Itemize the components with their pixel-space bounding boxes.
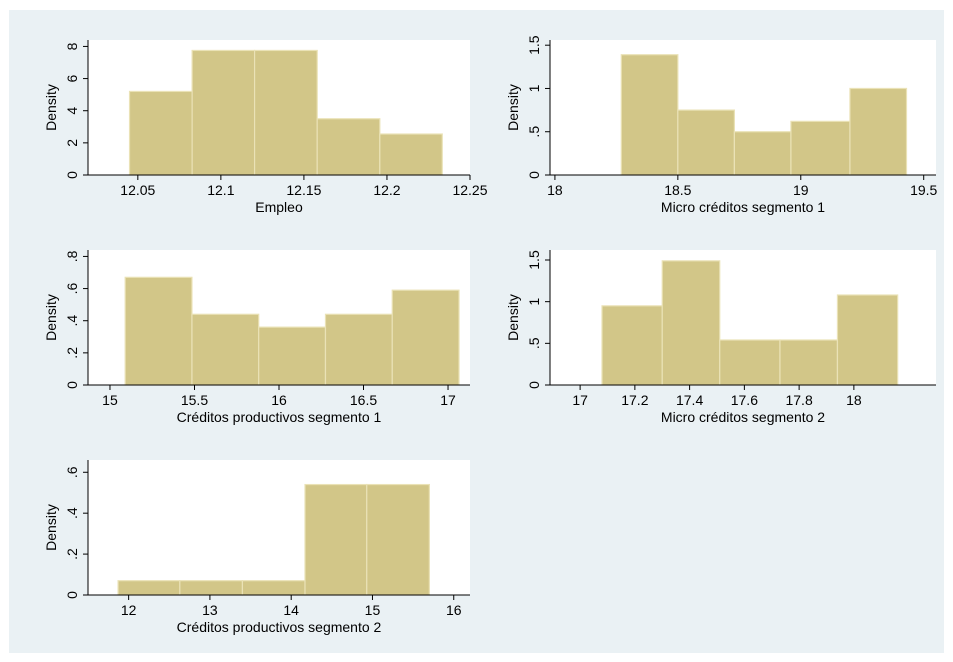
histogram-panel: 15 15.5 16 16.5 17 0 .2 .4 .6 .8 Créditos producti… (43, 250, 470, 425)
x-axis-title: Micro créditos segmento 2 (661, 409, 825, 425)
histogram-bar (316, 118, 381, 176)
x-tick-label: 13 (202, 602, 218, 618)
histogram-bar (379, 133, 443, 176)
y-tick-label: .6 (64, 466, 80, 478)
histogram-bar (733, 131, 792, 176)
histogram-bar (324, 313, 393, 386)
x-tick-label: 17 (572, 392, 588, 408)
histogram-bar (677, 109, 735, 176)
histogram-bar (117, 580, 181, 596)
y-tick-label: 2 (64, 139, 80, 147)
y-tick-label: .6 (64, 283, 80, 295)
x-tick-label: 12.25 (452, 182, 487, 198)
histogram-bar (790, 120, 851, 176)
y-axis-title: Density (43, 294, 59, 341)
histogram-bar (779, 339, 839, 386)
x-tick-label: 16 (271, 392, 287, 408)
y-axis-title: Density (43, 84, 59, 131)
y-tick-label: 0 (64, 591, 80, 599)
histogram-panel: 17 17.2 17.4 17.6 17.8 18 0 .5 1 1.5 Micro crédito… (505, 250, 936, 425)
histogram-bar (620, 54, 679, 176)
histogram-bar (849, 87, 908, 176)
x-tick-label: 12.15 (286, 182, 321, 198)
y-tick-label: 1 (526, 84, 542, 92)
y-tick-label: 0 (64, 171, 80, 179)
histogram-bar (128, 90, 193, 176)
x-axis-title: Créditos productivos segmento 2 (177, 619, 382, 635)
y-tick-label: 0 (526, 381, 542, 389)
histogram-bar (258, 326, 327, 386)
x-tick-label: 17.4 (676, 392, 703, 408)
x-axis-title: Micro créditos segmento 1 (661, 199, 825, 215)
histogram-bar (191, 313, 260, 386)
histogram-bar (601, 305, 663, 386)
x-axis-title: Empleo (255, 199, 303, 215)
x-tick-label: 15 (365, 602, 381, 618)
y-tick-label: .5 (526, 337, 542, 349)
histogram-bar (719, 339, 781, 386)
y-axis-title: Density (505, 294, 521, 341)
x-axis-title: Créditos productivos segmento 1 (177, 409, 382, 425)
y-tick-label: 1.5 (526, 250, 542, 270)
x-tick-label: 17.2 (621, 392, 648, 408)
histogram-bar (661, 260, 721, 386)
y-tick-label: .2 (64, 347, 80, 359)
x-tick-label: 14 (283, 602, 299, 618)
histogram-bar (836, 294, 899, 386)
histogram-bar (391, 289, 460, 386)
x-tick-label: 17 (440, 392, 456, 408)
histogram-bar (191, 49, 256, 176)
y-axis-title: Density (505, 84, 521, 131)
y-tick-label: .5 (526, 126, 542, 138)
y-axis-title: Density (43, 504, 59, 551)
histogram-bar (241, 580, 306, 596)
histogram-bar (304, 483, 368, 596)
x-tick-label: 18.5 (664, 182, 691, 198)
histogram-bar (253, 49, 318, 176)
histogram-panel: 18 18.5 19 19.5 0 .5 1 1.5 Micro créditos segmen… (505, 35, 938, 215)
y-tick-label: 0 (526, 171, 542, 179)
histogram-bar (366, 483, 430, 596)
x-tick-label: 19.5 (910, 182, 937, 198)
histogram-bar (124, 276, 193, 386)
x-tick-label: 18 (547, 182, 563, 198)
x-tick-label: 15 (102, 392, 118, 408)
x-tick-label: 19 (793, 182, 809, 198)
x-tick-label: 12.05 (120, 182, 155, 198)
y-tick-label: .4 (64, 315, 80, 327)
y-tick-label: .8 (64, 250, 80, 262)
histogram-panel: 12.05 12.1 12.15 12.2 12.25 0 2 4 6 8 Empleo Densit… (43, 40, 488, 215)
y-tick-label: 4 (64, 107, 80, 115)
histogram-panel: 12 13 14 15 16 0 .2 .4 .6 Créditos productivos se… (43, 460, 470, 635)
x-tick-label: 12.1 (207, 182, 234, 198)
x-tick-label: 12 (121, 602, 137, 618)
x-tick-label: 18 (846, 392, 862, 408)
y-tick-label: .2 (64, 548, 80, 560)
y-tick-label: 1 (526, 298, 542, 306)
y-tick-label: 8 (64, 42, 80, 50)
x-tick-label: 16.5 (350, 392, 377, 408)
histogram-bar (179, 580, 244, 596)
y-tick-label: .4 (64, 507, 80, 519)
x-tick-label: 15.5 (181, 392, 208, 408)
x-tick-label: 16 (446, 602, 462, 618)
x-tick-label: 12.2 (373, 182, 400, 198)
x-tick-label: 17.8 (785, 392, 812, 408)
y-tick-label: 1.5 (526, 35, 542, 55)
y-tick-label: 0 (64, 381, 80, 389)
x-tick-label: 17.6 (731, 392, 758, 408)
y-tick-label: 6 (64, 74, 80, 82)
